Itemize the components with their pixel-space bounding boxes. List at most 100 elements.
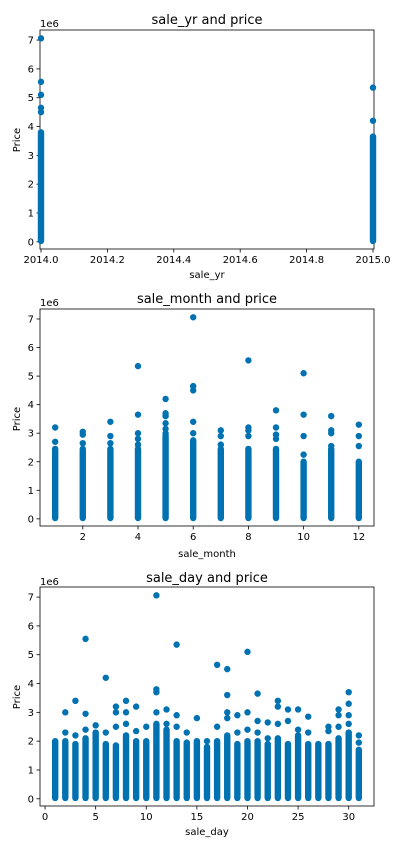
data-point	[82, 726, 89, 733]
axes-frame	[39, 29, 375, 250]
data-point-column	[51, 737, 59, 802]
data-point	[122, 720, 130, 728]
chart-sale-yr-price: sale_yr and price 1e6 sale_yr Price 2014…	[12, 13, 391, 281]
data-point	[234, 712, 241, 719]
data-point	[134, 411, 142, 418]
chart-title: sale_day and price	[146, 571, 268, 586]
data-point	[272, 407, 280, 414]
y-tick-label: 4	[28, 679, 34, 690]
data-point	[112, 703, 120, 710]
data-point	[335, 712, 342, 719]
x-tick-label: 2015.0	[356, 255, 391, 266]
data-point-column	[355, 458, 363, 522]
data-point	[355, 739, 363, 746]
data-point-column	[325, 740, 332, 802]
y-tick-label: 2	[28, 737, 34, 748]
data-point-column	[254, 737, 261, 802]
data-point	[37, 78, 45, 86]
data-point-column	[162, 432, 169, 522]
data-point	[72, 732, 79, 739]
data-point	[132, 727, 140, 735]
data-point	[193, 714, 201, 722]
data-point-column	[244, 737, 251, 802]
data-point-column	[37, 129, 45, 245]
x-tick-label: 8	[245, 532, 251, 543]
y-tick-label: 7	[28, 593, 34, 604]
y-tick-label: 7	[28, 36, 34, 47]
x-tick-label: 20	[241, 812, 254, 823]
x-tick-label: 10	[140, 812, 153, 823]
data-point	[112, 709, 120, 716]
data-point	[328, 442, 335, 450]
data-point	[37, 35, 45, 42]
data-point	[272, 435, 280, 443]
y-tick-label: 0	[28, 514, 34, 525]
data-point-column	[245, 445, 252, 522]
data-point	[264, 719, 271, 726]
data-point	[224, 709, 231, 716]
data-point-column	[345, 729, 352, 802]
data-point	[162, 395, 169, 403]
data-point	[254, 717, 261, 725]
data-point	[153, 709, 160, 716]
data-point	[254, 690, 261, 697]
y-tick-label: 7	[28, 314, 34, 325]
axes-frame	[39, 586, 375, 807]
x-tick-label: 25	[292, 812, 305, 823]
y-tick-label: 4	[28, 122, 34, 133]
data-point	[183, 729, 190, 736]
data-point-column	[274, 735, 282, 802]
data-point	[173, 723, 180, 730]
data-point	[272, 424, 280, 431]
data-point	[274, 703, 282, 710]
data-point	[163, 720, 170, 728]
data-point	[92, 722, 99, 729]
data-point-column	[163, 726, 170, 802]
data-point	[122, 697, 130, 705]
chart-title: sale_yr and price	[152, 13, 263, 28]
data-point-column	[305, 740, 312, 802]
data-point	[300, 411, 307, 418]
data-point	[189, 430, 197, 437]
y-tick-label: 1	[28, 486, 34, 497]
data-point	[294, 726, 302, 733]
data-point	[162, 420, 169, 427]
x-tick-label: 30	[342, 812, 355, 823]
data-point	[217, 432, 225, 440]
x-tick-label: 2014.2	[90, 255, 125, 266]
data-point	[173, 712, 180, 719]
data-point-column	[62, 737, 69, 802]
y-tick-label: 5	[28, 93, 34, 104]
data-point	[82, 710, 89, 717]
y-tick-label: 5	[28, 650, 34, 661]
data-point-column	[51, 445, 59, 522]
data-point	[102, 729, 109, 736]
data-point	[189, 418, 197, 425]
data-point	[294, 706, 302, 713]
data-point	[245, 357, 252, 364]
data-point	[122, 709, 130, 716]
data-point	[102, 674, 109, 681]
x-tick-label: 12	[352, 532, 365, 543]
data-point	[134, 435, 142, 443]
data-point-column	[153, 720, 160, 802]
data-point-column	[264, 740, 271, 802]
data-point	[51, 438, 59, 445]
data-point	[82, 635, 89, 643]
y-tick-label: 4	[28, 400, 34, 411]
data-point-column	[112, 742, 120, 802]
data-point	[217, 441, 225, 448]
x-tick-label: 2	[80, 532, 86, 543]
chart-sale-day-price: sale_day and price 1e6 sale_day Price 0 5…	[12, 571, 375, 838]
data-point	[305, 713, 312, 720]
data-point	[224, 691, 231, 699]
data-point	[305, 729, 312, 736]
data-point	[217, 427, 225, 434]
data-point-column	[134, 445, 142, 522]
y-offset-label: 1e6	[40, 577, 59, 588]
y-tick-label: 0	[28, 237, 34, 248]
data-point	[132, 703, 140, 710]
data-point	[345, 700, 352, 707]
data-point	[335, 723, 342, 730]
data-point-column	[284, 740, 292, 802]
